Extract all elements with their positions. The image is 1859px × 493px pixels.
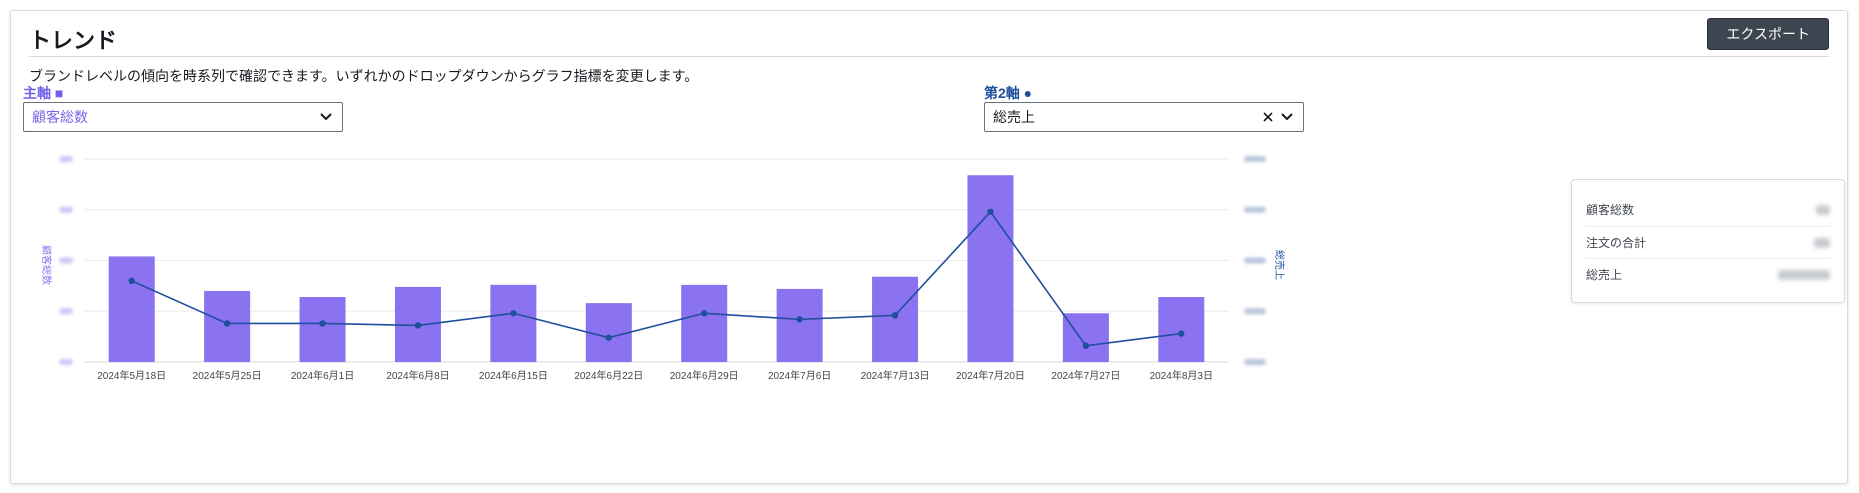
series-point [987,208,994,215]
trend-card: トレンド エクスポート ブランドレベルの傾向を時系列で確認できます。いずれかのド… [10,10,1848,484]
chart-bar [585,303,632,362]
chart-bar [967,175,1014,362]
y2-tick-hidden [1244,206,1266,213]
series-point [1082,342,1090,349]
chart-bar [681,284,728,362]
series-point [319,320,326,327]
series-point [701,310,708,317]
y-tick-hidden [59,308,73,315]
x-tick-label: 2024年6月1日 [291,369,354,382]
page-title: トレンド [29,28,118,53]
summary-row: 顧客総数 [1586,194,1830,225]
chart-bar [872,276,919,362]
summary-value-hidden [1778,269,1830,280]
summary-row: 注文の合計 [1586,226,1830,258]
x-tick-label: 2024年7月27日 [1051,369,1120,382]
primary-axis-label: 主軸 ■ [23,85,64,101]
primary-axis-selected: 顧客総数 [32,109,88,125]
chart-bar [1158,297,1205,362]
y-tick-hidden [59,359,73,365]
chart-bar [299,297,346,362]
x-tick-label: 2024年6月8日 [386,369,449,382]
chevron-down-icon [320,103,332,131]
series-line [131,210,1182,347]
summary-label: 総売上 [1586,268,1623,282]
summary-row: 総売上 [1586,258,1830,290]
summary-value-hidden [1814,237,1830,248]
secondary-axis-selected: 総売上 [993,109,1035,125]
x-tick-label: 2024年6月29日 [670,369,739,382]
y2-tick-hidden [1244,257,1266,264]
export-button[interactable]: エクスポート [1707,18,1829,50]
x-tick-label: 2024年5月25日 [193,369,262,382]
chart-bar [776,288,823,362]
x-tick-label: 2024年8月3日 [1150,369,1213,382]
series-point [414,322,422,329]
series-point [891,312,899,319]
series-point [223,320,231,327]
x-tick-label: 2024年5月18日 [97,369,166,382]
x-tick-label: 2024年7月20日 [956,369,1025,382]
secondary-axis-select[interactable]: 総売上 [984,102,1304,132]
chart-bar [490,284,537,362]
y-tick-hidden [59,206,73,213]
y-axis-label: 顧客総数 [40,245,53,285]
primary-axis-select[interactable]: 顧客総数 [23,102,343,132]
series-point [1178,330,1185,337]
chevron-down-icon [1281,103,1293,131]
header-divider [29,56,1829,57]
summary-label: 注文の合計 [1586,236,1647,250]
series-point [796,316,803,323]
description-text: ブランドレベルの傾向を時系列で確認できます。いずれかのドロップダウンからグラフ指… [29,68,699,84]
y2-tick-hidden [1244,308,1266,315]
x-tick-label: 2024年6月15日 [479,369,548,382]
y-tick-hidden [59,257,73,264]
secondary-axis-label: 第2軸 ● [984,85,1033,101]
trend-chart: 2024年5月18日 2024年5月25日 2024年6月1日 2024年6月8日 20… [40,156,1286,382]
series-point [510,310,517,317]
summary-label: 顧客総数 [1586,203,1635,217]
chart-bar [108,256,155,362]
close-icon[interactable] [1263,103,1273,131]
y2-tick-hidden [1244,359,1266,365]
chart-bar [1062,313,1109,362]
y2-tick-hidden [1244,156,1266,162]
x-tick-label: 2024年7月6日 [768,369,831,382]
series-point [128,277,135,284]
summary-value-hidden [1816,204,1830,215]
y-tick-hidden [59,156,73,162]
series-point [605,334,612,341]
summary-panel: 顧客総数 注文の合計 総売上 [1571,179,1845,303]
x-tick-label: 2024年7月13日 [861,369,930,382]
x-tick-label: 2024年6月22日 [574,369,643,382]
y2-axis-label: 総売上 [1273,250,1286,280]
